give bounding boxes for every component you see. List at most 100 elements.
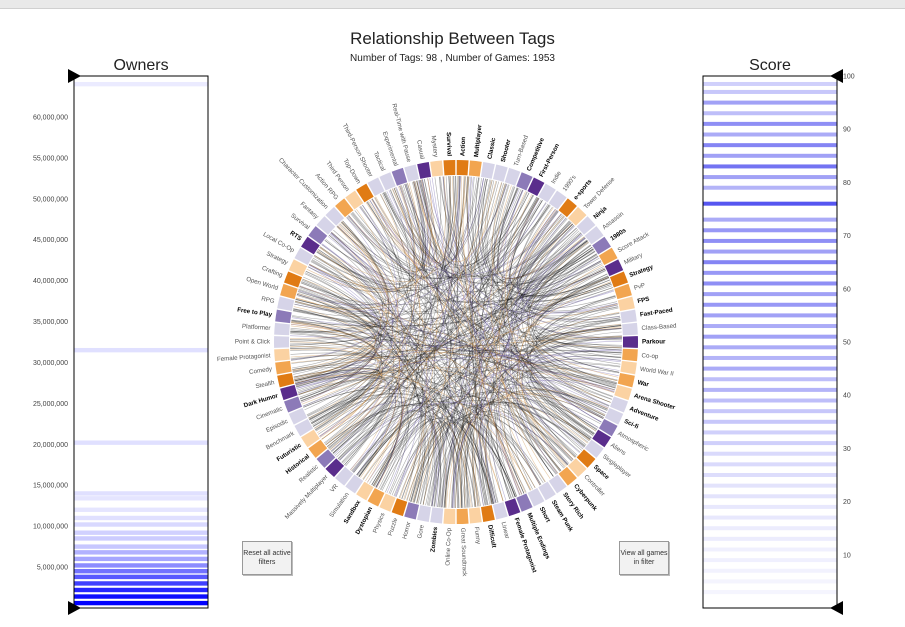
tag-arc[interactable] xyxy=(504,167,521,186)
tag-arc[interactable] xyxy=(277,372,295,388)
tag-arc[interactable] xyxy=(274,348,290,362)
tag-arc[interactable] xyxy=(430,507,444,524)
tag-arc[interactable] xyxy=(367,177,385,197)
tag-arc[interactable] xyxy=(443,160,456,176)
chord-link xyxy=(290,352,592,439)
tag-arc[interactable] xyxy=(609,396,629,413)
tag-arc[interactable] xyxy=(516,172,533,191)
tag-arc[interactable] xyxy=(316,216,336,235)
tag-arc[interactable] xyxy=(288,259,308,277)
tag-arc[interactable] xyxy=(620,360,637,375)
tag-arc[interactable] xyxy=(379,493,396,512)
tag-arc[interactable] xyxy=(294,418,314,437)
tag-arc[interactable] xyxy=(584,226,604,245)
tag-arc[interactable] xyxy=(456,160,469,176)
tag-arc[interactable] xyxy=(277,296,295,312)
tag-arc[interactable] xyxy=(538,481,556,501)
tag-arc[interactable] xyxy=(558,466,577,486)
score-upper-handle-icon[interactable] xyxy=(830,69,843,83)
view-games-button[interactable]: View all games in filter xyxy=(619,541,669,575)
reset-filters-button[interactable]: Reset all active filters xyxy=(242,541,292,575)
tag-arc[interactable] xyxy=(404,502,420,520)
tag-arc[interactable] xyxy=(391,498,408,517)
tag-arc[interactable] xyxy=(622,348,638,362)
chord-link xyxy=(416,176,447,261)
tag-arc[interactable] xyxy=(617,372,635,388)
tag-arc[interactable] xyxy=(609,271,629,288)
tag-arc[interactable] xyxy=(504,498,521,517)
tag-arc[interactable] xyxy=(335,198,354,218)
tag-arc[interactable] xyxy=(275,309,292,324)
tag-arc[interactable] xyxy=(417,162,432,179)
tag-arc[interactable] xyxy=(492,502,508,520)
tag-arc[interactable] xyxy=(280,384,298,401)
tag-arc[interactable] xyxy=(356,183,374,203)
tag-arc[interactable] xyxy=(617,296,635,312)
tag-arc[interactable] xyxy=(558,198,577,218)
tag-arc[interactable] xyxy=(335,466,354,486)
tag-arc[interactable] xyxy=(538,183,556,203)
tag-arc[interactable] xyxy=(584,439,604,458)
tag-arc[interactable] xyxy=(468,507,482,524)
tag-arc[interactable] xyxy=(527,177,545,197)
tag-arc[interactable] xyxy=(404,164,420,182)
tag-arc[interactable] xyxy=(430,160,444,177)
tag-arc[interactable] xyxy=(480,162,495,179)
chord-link xyxy=(443,335,622,508)
chord-link xyxy=(301,281,607,413)
tag-arc[interactable] xyxy=(468,160,482,177)
tag-arc[interactable] xyxy=(598,247,618,266)
tag-arc[interactable] xyxy=(345,474,364,494)
tag-arc[interactable] xyxy=(614,384,632,401)
tag-arc[interactable] xyxy=(379,172,396,191)
tag-arc[interactable] xyxy=(283,271,303,288)
chord-link xyxy=(305,271,494,504)
tag-arc[interactable] xyxy=(548,190,567,210)
chord-link xyxy=(298,288,383,431)
tag-arc[interactable] xyxy=(280,283,298,300)
tag-arc[interactable] xyxy=(620,309,637,324)
tag-arc[interactable] xyxy=(288,407,308,425)
tag-arc[interactable] xyxy=(492,164,508,182)
tag-arc[interactable] xyxy=(567,458,587,478)
tag-arc[interactable] xyxy=(527,487,545,507)
tag-arc[interactable] xyxy=(274,322,290,336)
tag-arc[interactable] xyxy=(516,493,533,512)
owners-lower-handle-icon[interactable] xyxy=(68,601,81,615)
tag-arc[interactable] xyxy=(391,167,408,186)
tag-arc[interactable] xyxy=(598,418,618,437)
tag-arc[interactable] xyxy=(325,206,345,226)
tag-arc[interactable] xyxy=(456,508,469,524)
tag-arc[interactable] xyxy=(283,396,303,413)
tag-arc[interactable] xyxy=(567,206,587,226)
tag-arc[interactable] xyxy=(443,508,456,524)
tag-arc[interactable] xyxy=(275,360,292,375)
tag-arc[interactable] xyxy=(294,247,314,266)
tag-arc[interactable] xyxy=(548,474,567,494)
owners-upper-handle-icon[interactable] xyxy=(68,69,81,83)
tag-arc[interactable] xyxy=(301,429,320,448)
tag-arc[interactable] xyxy=(417,505,432,522)
tag-arc[interactable] xyxy=(622,322,638,336)
tag-arc[interactable] xyxy=(274,336,290,348)
tag-arc[interactable] xyxy=(622,336,638,348)
tag-arc[interactable] xyxy=(308,226,328,245)
tag-arc[interactable] xyxy=(614,283,632,300)
tag-arc[interactable] xyxy=(592,429,611,448)
tag-arc[interactable] xyxy=(592,236,611,255)
tag-arc[interactable] xyxy=(576,216,596,235)
tag-arc[interactable] xyxy=(356,481,374,501)
tag-arc[interactable] xyxy=(367,487,385,507)
chord-link xyxy=(498,189,573,276)
tag-arc[interactable] xyxy=(308,439,328,458)
tag-arc[interactable] xyxy=(325,458,345,478)
tag-arc[interactable] xyxy=(604,259,624,277)
tag-arc[interactable] xyxy=(576,449,596,468)
tag-arc[interactable] xyxy=(301,236,320,255)
score-lower-handle-icon[interactable] xyxy=(830,601,843,615)
tag-arc[interactable] xyxy=(480,505,495,522)
tag-arc[interactable] xyxy=(604,407,624,425)
tag-arc[interactable] xyxy=(345,190,364,210)
tag-arc[interactable] xyxy=(316,449,336,468)
